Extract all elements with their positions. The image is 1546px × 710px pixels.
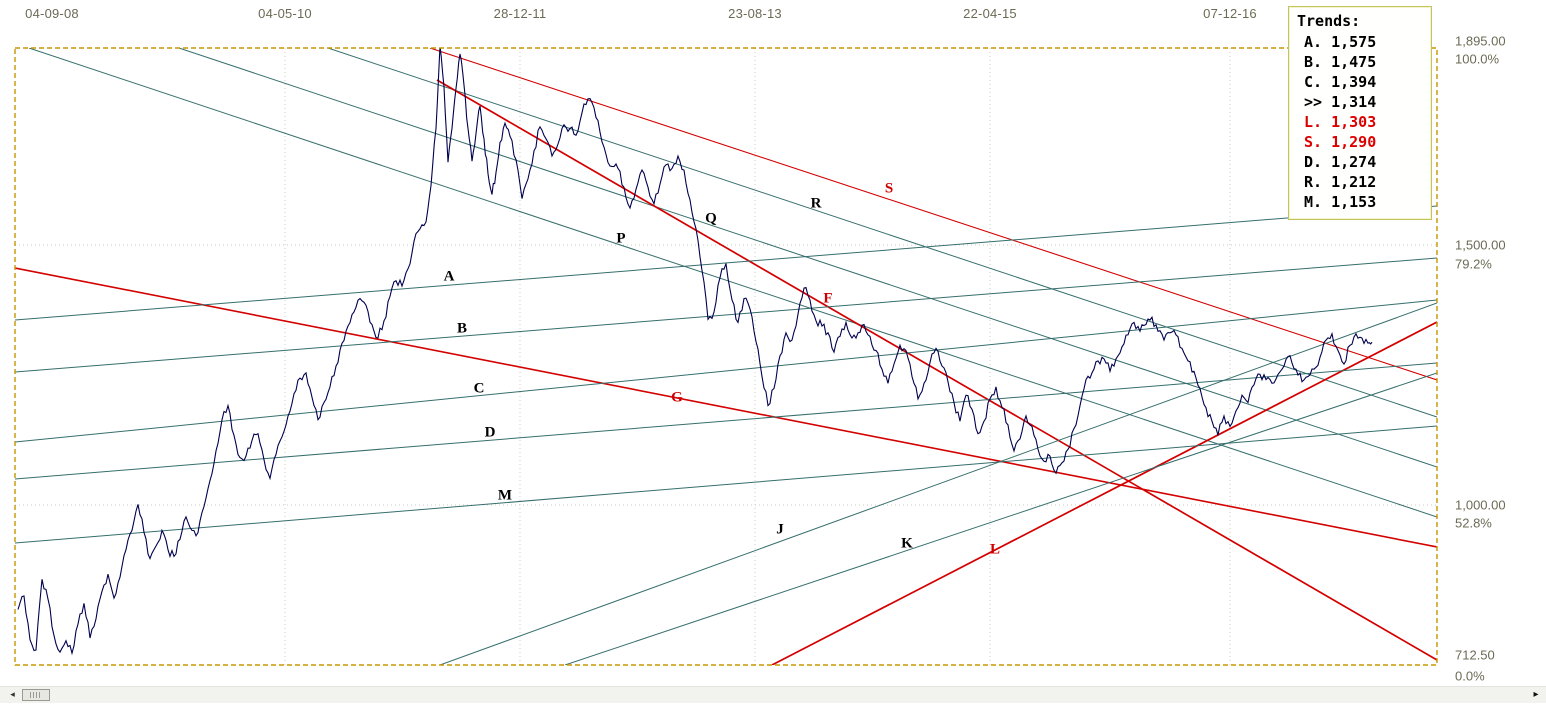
legend-row: A. 1,575 [1304, 33, 1377, 51]
legend-row: B. 1,475 [1304, 53, 1377, 71]
trend-line-M[interactable] [15, 425, 1437, 544]
trend-line-G[interactable] [15, 267, 1437, 548]
legend-row: >> 1,314 [1304, 93, 1377, 111]
legend-title: Trends: [1297, 12, 1361, 30]
legend-row: S. 1,290 [1304, 133, 1377, 151]
scroll-left-arrow-icon[interactable]: ◂ [10, 689, 15, 699]
trend-line-L[interactable] [771, 321, 1437, 665]
scrollbar-thumb[interactable] [22, 689, 50, 701]
trend-line-C[interactable] [15, 299, 1437, 443]
legend-row: C. 1,394 [1304, 73, 1377, 91]
trend-line-P[interactable] [28, 48, 1437, 518]
trend-line-K[interactable] [564, 372, 1437, 665]
trend-line-F[interactable] [436, 79, 1437, 661]
trend-line-R[interactable] [327, 48, 1437, 418]
legend-row: D. 1,274 [1304, 153, 1377, 171]
scroll-right-arrow-icon[interactable]: ▸ [1533, 689, 1539, 700]
trend-line-J[interactable] [439, 302, 1437, 665]
trend-line-D[interactable] [15, 362, 1437, 480]
legend-row: M. 1,153 [1304, 193, 1377, 211]
scrollbar-grip-icon [30, 692, 40, 698]
trend-line-Q[interactable] [178, 48, 1437, 468]
trend-line-B[interactable] [15, 257, 1437, 373]
trend-line-S[interactable] [429, 48, 1437, 381]
legend-rows: A. 1,575 B. 1,475 C. 1,394 >> 1,314 L. 1,303… [1297, 32, 1423, 212]
plot-border [14, 47, 1438, 666]
legend-row: L. 1,303 [1304, 113, 1377, 131]
price-line [17, 48, 1373, 656]
legend-row: R. 1,212 [1304, 173, 1377, 191]
trend-line-A[interactable] [15, 205, 1437, 321]
horizontal-scrollbar[interactable]: ◂ ▸ [0, 686, 1546, 703]
trends-legend: Trends: A. 1,575 B. 1,475 C. 1,394 >> 1,314… [1288, 6, 1432, 220]
